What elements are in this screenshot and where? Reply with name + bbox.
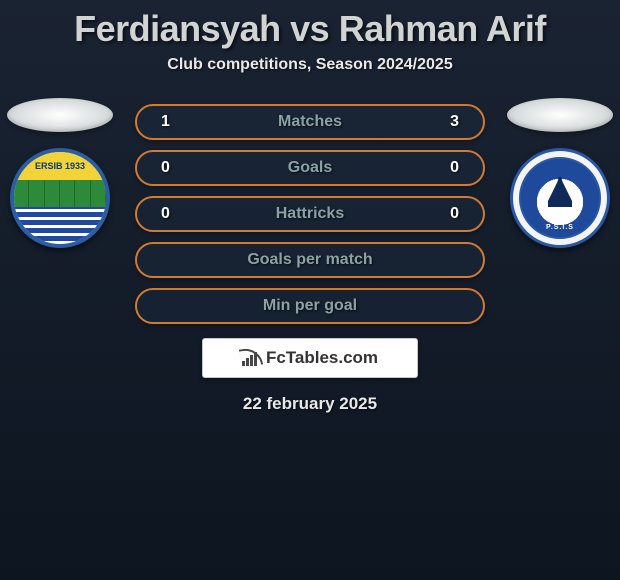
stat-row: Min per goal: [135, 288, 485, 324]
stat-value-right: 0: [439, 159, 459, 177]
player-right-column: P.S.I.S: [505, 104, 615, 248]
watermark-badge: FcTables.com: [202, 338, 418, 378]
subtitle: Club competitions, Season 2024/2025: [167, 56, 452, 74]
stat-label: Min per goal: [263, 297, 357, 315]
club-logo-text: P.S.I.S: [546, 224, 574, 231]
watermark-text: FcTables.com: [266, 348, 378, 368]
stat-value-right: 0: [439, 205, 459, 223]
stat-row: Goals per match: [135, 242, 485, 278]
page-title: Ferdiansyah vs Rahman Arif: [74, 8, 546, 50]
comparison-row: ERSIB 1933 1 Matches 3 0 Goals 0 0 Hattricks 0 Go…: [0, 104, 620, 324]
club-logo-text: ERSIB 1933: [14, 152, 106, 180]
stat-label: Goals: [288, 159, 332, 177]
player-right-avatar-placeholder: [507, 98, 613, 132]
player-right-club-logo: P.S.I.S: [510, 148, 610, 248]
stat-label: Goals per match: [247, 251, 372, 269]
chart-icon: [242, 350, 262, 366]
stat-label: Matches: [278, 113, 342, 131]
stat-row: 0 Goals 0: [135, 150, 485, 186]
stats-column: 1 Matches 3 0 Goals 0 0 Hattricks 0 Goals per mat…: [135, 104, 485, 324]
player-left-avatar-placeholder: [7, 98, 113, 132]
stat-value-left: 1: [161, 113, 181, 131]
stat-row: 0 Hattricks 0: [135, 196, 485, 232]
stat-value-right: 3: [439, 113, 459, 131]
player-left-club-logo: ERSIB 1933: [10, 148, 110, 248]
stat-value-left: 0: [161, 205, 181, 223]
date-text: 22 february 2025: [243, 394, 377, 414]
player-left-column: ERSIB 1933: [5, 104, 115, 248]
stat-value-left: 0: [161, 159, 181, 177]
stat-label: Hattricks: [276, 205, 344, 223]
stat-row: 1 Matches 3: [135, 104, 485, 140]
